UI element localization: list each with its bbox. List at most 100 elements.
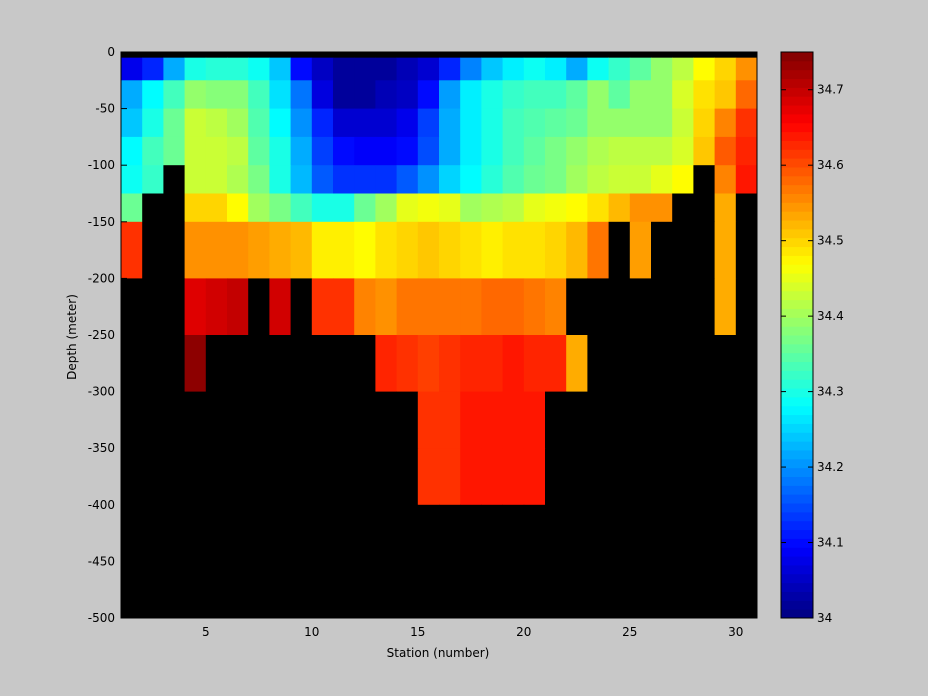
heatmap-cell bbox=[460, 57, 482, 81]
x-tick-label: 10 bbox=[304, 625, 319, 639]
heatmap-cell bbox=[481, 80, 503, 109]
heatmap-cell bbox=[608, 108, 631, 138]
heatmap-cell bbox=[651, 52, 673, 59]
heatmap-cell bbox=[587, 391, 609, 449]
heatmap-cell bbox=[502, 193, 525, 223]
heatmap-cell bbox=[269, 57, 291, 81]
heatmap-cell bbox=[735, 391, 758, 449]
heatmap-cell bbox=[735, 278, 758, 336]
heatmap-cell bbox=[587, 80, 609, 109]
heatmap-cell bbox=[693, 561, 715, 619]
colorbar-step bbox=[781, 414, 813, 424]
heatmap-cell bbox=[587, 52, 609, 59]
heatmap-cell bbox=[545, 165, 567, 194]
heatmap-cell bbox=[714, 561, 737, 619]
heatmap-cell bbox=[672, 278, 694, 336]
heatmap-cell bbox=[333, 57, 355, 81]
heatmap-cell bbox=[629, 391, 652, 449]
heatmap-cell bbox=[396, 52, 419, 59]
heatmap-cell bbox=[502, 57, 525, 81]
heatmap-cell bbox=[439, 391, 461, 449]
heatmap-cell bbox=[439, 57, 461, 81]
y-tick-label: -150 bbox=[88, 215, 115, 229]
heatmap-cell bbox=[608, 278, 631, 336]
heatmap-cell bbox=[481, 448, 503, 506]
heatmap-cell bbox=[735, 561, 758, 619]
heatmap-cell bbox=[439, 278, 461, 336]
heatmap-cell bbox=[460, 391, 482, 449]
heatmap-cell bbox=[735, 335, 758, 392]
heatmap-cell bbox=[375, 448, 397, 506]
heatmap-cell bbox=[608, 52, 631, 59]
heatmap-cell bbox=[651, 80, 673, 109]
heatmap-cell bbox=[714, 80, 737, 109]
colorbar-step bbox=[781, 600, 813, 610]
heatmap-cell bbox=[439, 136, 461, 166]
heatmap-cell bbox=[227, 278, 249, 336]
heatmap-cell bbox=[269, 52, 291, 59]
heatmap-cell bbox=[523, 108, 546, 138]
heatmap-cell bbox=[333, 561, 355, 619]
heatmap-cell bbox=[629, 52, 652, 59]
heatmap-cell bbox=[333, 52, 355, 59]
heatmap-cell bbox=[205, 278, 228, 336]
heatmap-cell bbox=[651, 57, 673, 81]
colorbar-tick-label: 34.6 bbox=[817, 158, 844, 172]
heatmap-cell bbox=[714, 57, 737, 81]
heatmap-cell bbox=[248, 57, 270, 81]
heatmap-cell bbox=[608, 221, 631, 279]
y-tick-label: -250 bbox=[88, 328, 115, 342]
heatmap-cell bbox=[608, 448, 631, 506]
colorbar-step bbox=[781, 520, 813, 531]
heatmap-cell bbox=[481, 504, 503, 562]
colorbar-step bbox=[781, 96, 813, 106]
heatmap-cell bbox=[608, 136, 631, 166]
heatmap-cell bbox=[311, 504, 334, 562]
colorbar-step bbox=[781, 494, 813, 504]
heatmap-cell bbox=[354, 335, 376, 392]
heatmap-cell bbox=[227, 504, 249, 562]
colorbar-tick-label: 34.7 bbox=[817, 83, 844, 97]
colorbar-step bbox=[781, 432, 813, 442]
colorbar-step bbox=[781, 573, 813, 584]
heatmap-cell bbox=[163, 448, 185, 506]
heatmap-cell bbox=[651, 165, 673, 194]
heatmap-cell bbox=[375, 278, 397, 336]
heatmap-cell bbox=[311, 80, 334, 109]
plot-area bbox=[120, 51, 758, 619]
heatmap-cell bbox=[311, 193, 334, 223]
heatmap-cell bbox=[566, 391, 588, 449]
heatmap-cell bbox=[354, 52, 376, 59]
heatmap-cell bbox=[142, 193, 164, 223]
colorbar-step bbox=[781, 582, 813, 592]
colorbar-ticks: 34 34.1 34.2 34.3 34.4 34.5 34.6 34.7 bbox=[781, 83, 844, 625]
heatmap-cell bbox=[672, 391, 694, 449]
heatmap-cell bbox=[693, 52, 715, 59]
heatmap-cell bbox=[142, 165, 164, 194]
heatmap-cell bbox=[651, 504, 673, 562]
heatmap-cell bbox=[587, 108, 609, 138]
heatmap-cell bbox=[396, 108, 419, 138]
heatmap-cell bbox=[523, 165, 546, 194]
heatmap-cell bbox=[608, 193, 631, 223]
heatmap-cell bbox=[375, 165, 397, 194]
heatmap-cell bbox=[269, 221, 291, 279]
heatmap-cell bbox=[290, 136, 313, 166]
heatmap-cell bbox=[311, 136, 334, 166]
heatmap-cell bbox=[184, 448, 207, 506]
heatmap-cell bbox=[311, 108, 334, 138]
heatmap-cell bbox=[672, 221, 694, 279]
colorbar-step bbox=[781, 220, 813, 230]
colorbar-step bbox=[781, 511, 813, 522]
heatmap-cell bbox=[672, 504, 694, 562]
heatmap-cell bbox=[714, 391, 737, 449]
heatmap-cell bbox=[269, 136, 291, 166]
heatmap-cell bbox=[651, 193, 673, 223]
heatmap-cell bbox=[545, 80, 567, 109]
heatmap-cell bbox=[333, 504, 355, 562]
heatmap-cell bbox=[142, 391, 164, 449]
heatmap-cell bbox=[205, 221, 228, 279]
heatmap-cell bbox=[184, 561, 207, 619]
heatmap-cell bbox=[375, 80, 397, 109]
